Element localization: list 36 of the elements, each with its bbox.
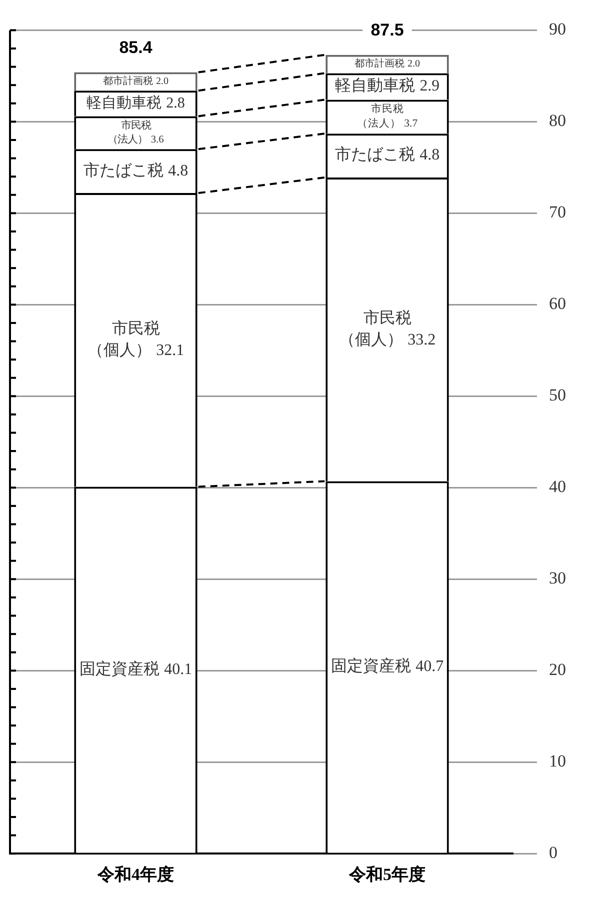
data-label: 32.1 (156, 342, 184, 359)
data-label: 2.0 (156, 76, 168, 88)
series-label: 都市計画税 (354, 58, 404, 70)
series-label: 市民税（法人） (356, 102, 404, 130)
y-tick-label: 80 (549, 111, 566, 130)
data-label: 33.2 (408, 331, 436, 348)
y-tick-label: 50 (549, 386, 566, 405)
data-label: 40.1 (164, 660, 192, 678)
text: 軽自動車税 (86, 95, 162, 112)
y-tick-label: 0 (549, 843, 558, 862)
data-label: 3.7 (404, 118, 418, 130)
data-label: 40.7 (416, 658, 444, 676)
total-label: 87.5 (370, 20, 404, 40)
y-tick-label: 40 (549, 477, 566, 496)
series-label: 固定資産税 (330, 657, 411, 676)
y-tick-label: 60 (549, 294, 566, 314)
y-tick-label: 30 (549, 568, 566, 588)
text: 固定資産税 (79, 660, 160, 678)
text: 市たばこ税 (83, 162, 164, 180)
data-label: 4.8 (168, 162, 188, 180)
series-label: 軽自動車税 (335, 76, 416, 95)
data-label: 4.8 (420, 146, 440, 164)
text: 市民税（法人） (108, 120, 151, 146)
data-label: 3.6 (150, 134, 164, 146)
total-label: 85.4 (119, 38, 153, 57)
data-label: 2.9 (420, 78, 440, 95)
x-tick-label: 令和5年度 (348, 865, 426, 884)
text: 都市計画税 (103, 76, 153, 88)
y-tick-label: 20 (549, 660, 566, 680)
series-label: 市たばこ税 (334, 146, 415, 164)
data-label: 2.8 (166, 95, 185, 112)
data-label: 2.0 (408, 58, 420, 70)
y-tick-label: 90 (549, 20, 566, 39)
y-tick-label: 70 (549, 202, 566, 222)
x-tick-label: 令和4年度 (96, 865, 174, 884)
y-tick-label: 10 (549, 752, 566, 771)
